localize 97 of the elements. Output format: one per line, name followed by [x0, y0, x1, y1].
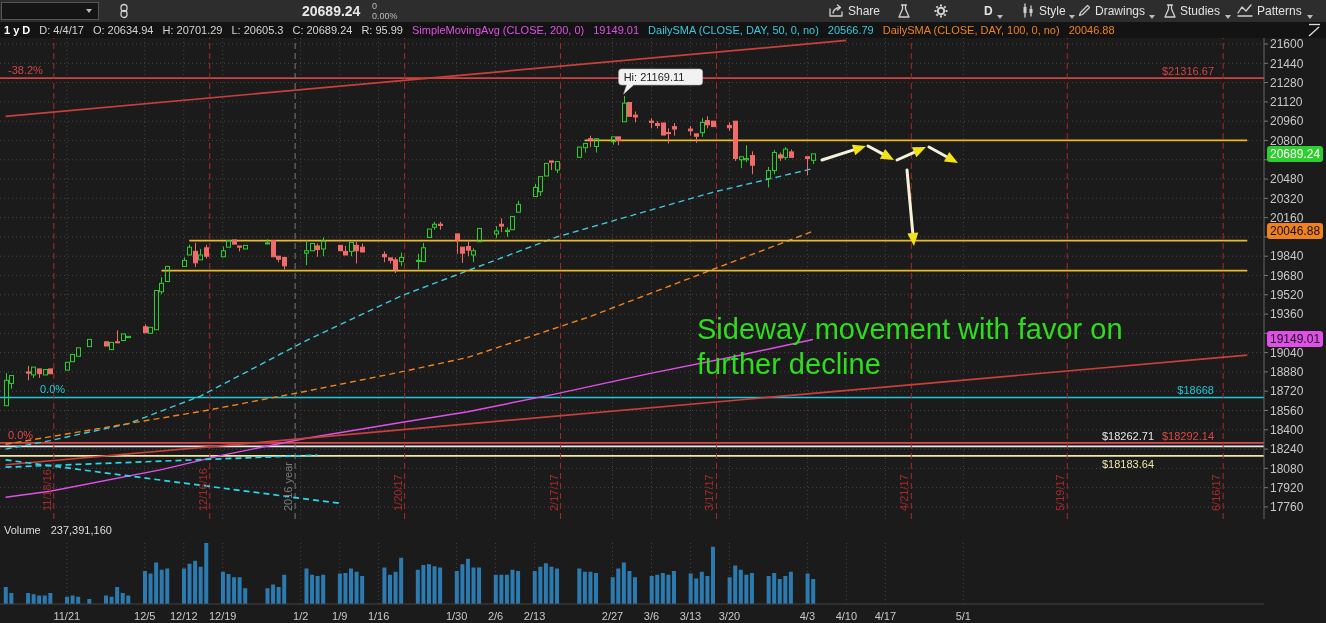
candlestick [338, 244, 343, 252]
annotation: Hi: 21169.11 [623, 70, 685, 83]
y-tick-label: 19040 [1270, 345, 1304, 360]
y-tick-label: 19680 [1270, 268, 1304, 283]
value-badge: 20689.24 [1267, 145, 1324, 162]
text: Studies [1180, 4, 1221, 18]
y-tick-label: 19840 [1270, 249, 1304, 264]
text: O: 20634.94 [92, 23, 154, 37]
candlestick [805, 156, 810, 176]
y-tick-label: 18560 [1270, 403, 1304, 418]
candlestick [455, 233, 460, 255]
y-tick-label: 18880 [1270, 365, 1304, 380]
candlestick [65, 361, 70, 371]
value-badge: 20046.88 [1267, 223, 1324, 240]
y-tick-label: 20960 [1270, 114, 1304, 129]
text: H: 20701.29 [162, 23, 223, 37]
candlestick [672, 122, 677, 137]
text: 19149.01 [593, 23, 640, 37]
ref-line-label: $18183.64 [1102, 457, 1154, 470]
text: Style [1039, 4, 1066, 18]
text: Patterns [1257, 4, 1302, 18]
candlestick [143, 323, 148, 334]
y-tick-label: 20160 [1270, 210, 1304, 225]
y-tick-label: 18400 [1270, 423, 1304, 438]
candlestick [182, 256, 187, 267]
text: D: 4/4/17 [39, 23, 84, 37]
candlestick [700, 117, 705, 138]
candlestick [750, 150, 755, 175]
candlestick [37, 368, 42, 379]
y-tick-label: 17760 [1270, 500, 1304, 515]
candlestick [477, 227, 482, 243]
text: Share [848, 4, 881, 18]
ref-line-label: 11/18/16 [40, 468, 53, 511]
y-tick-label: 21440 [1270, 56, 1304, 71]
candlestick [104, 341, 109, 347]
ref-line-label: $18292.14 [1162, 429, 1214, 442]
ref-line-label: 3/17/17 [703, 474, 716, 511]
candlestick [510, 215, 515, 231]
text: L: 20605.3 [231, 23, 284, 37]
candlestick [87, 338, 92, 348]
y-tick-label: 21600 [1270, 37, 1304, 52]
y-tick-label: 20320 [1270, 191, 1304, 206]
text: 0.00% [372, 11, 398, 21]
text: SimpleMovingAvg (CLOSE, 200, 0) [411, 23, 585, 37]
ref-line-label: 6/16/17 [1210, 474, 1223, 511]
candlestick [48, 368, 53, 375]
candlestick [505, 226, 510, 238]
annotation: -38.2% [8, 64, 44, 77]
text: 20046.88 [1068, 23, 1115, 37]
annotation: Sideway movement with favor on further decline [697, 312, 1124, 382]
candlestick [109, 341, 114, 351]
ref-line-label: 1/20/17 [391, 474, 404, 511]
y-tick-label: 21120 [1270, 95, 1303, 110]
text: R: 95.99 [361, 23, 403, 37]
candlestick [193, 242, 198, 268]
candlestick [611, 136, 616, 146]
candlestick [382, 250, 387, 263]
candlestick [594, 138, 599, 154]
ref-line-label: 4/21/17 [898, 474, 911, 511]
value-badge: 19149.01 [1267, 331, 1324, 348]
y-tick-label: 18720 [1270, 384, 1304, 399]
text: 20566.79 [827, 23, 874, 37]
candlestick [343, 245, 348, 256]
ref-line-label: 5/19/17 [1054, 474, 1067, 511]
candlestick [243, 244, 248, 250]
annotation: 0.0% [8, 428, 34, 441]
candlestick [187, 244, 192, 256]
y-tick-label: 17920 [1270, 480, 1304, 495]
candlestick [226, 240, 231, 248]
text: C: 20689.24 [292, 23, 353, 37]
y-tick-label: 20800 [1270, 133, 1304, 148]
y-tick-label: 19360 [1270, 307, 1304, 322]
candlestick [115, 329, 120, 344]
annotation: 0.0% [40, 383, 66, 396]
candlestick [165, 265, 170, 283]
text: 0 [372, 1, 378, 11]
ref-line-label: $18668 [1177, 384, 1214, 397]
candlestick [427, 228, 432, 239]
text: 1 y D [4, 23, 31, 37]
text: Drawings [1095, 4, 1146, 18]
ref-line-label: 12/16/16 [196, 468, 209, 511]
candlestick [43, 369, 48, 376]
y-tick-label: 19520 [1270, 288, 1304, 303]
text: 20689.24 [302, 3, 361, 19]
y-tick-label: 18080 [1270, 461, 1304, 476]
candlestick [232, 239, 237, 245]
ref-line-label: $18262.71 [1102, 429, 1154, 442]
text: D [984, 4, 993, 18]
ref-line-label: 2/17/17 [547, 474, 560, 511]
y-tick-label: 20480 [1270, 172, 1304, 187]
text: DailySMA (CLOSE, DAY, 100, 0, no) [882, 23, 1060, 37]
ref-line-label: 2016 year [282, 461, 295, 511]
ref-line-label: $21316.67 [1162, 65, 1214, 78]
y-tick-label: 21280 [1270, 75, 1304, 90]
candlestick [499, 217, 504, 233]
y-tick-label: 18240 [1270, 442, 1304, 457]
text: DailySMA (CLOSE, DAY, 50, 0, no) [648, 23, 819, 37]
